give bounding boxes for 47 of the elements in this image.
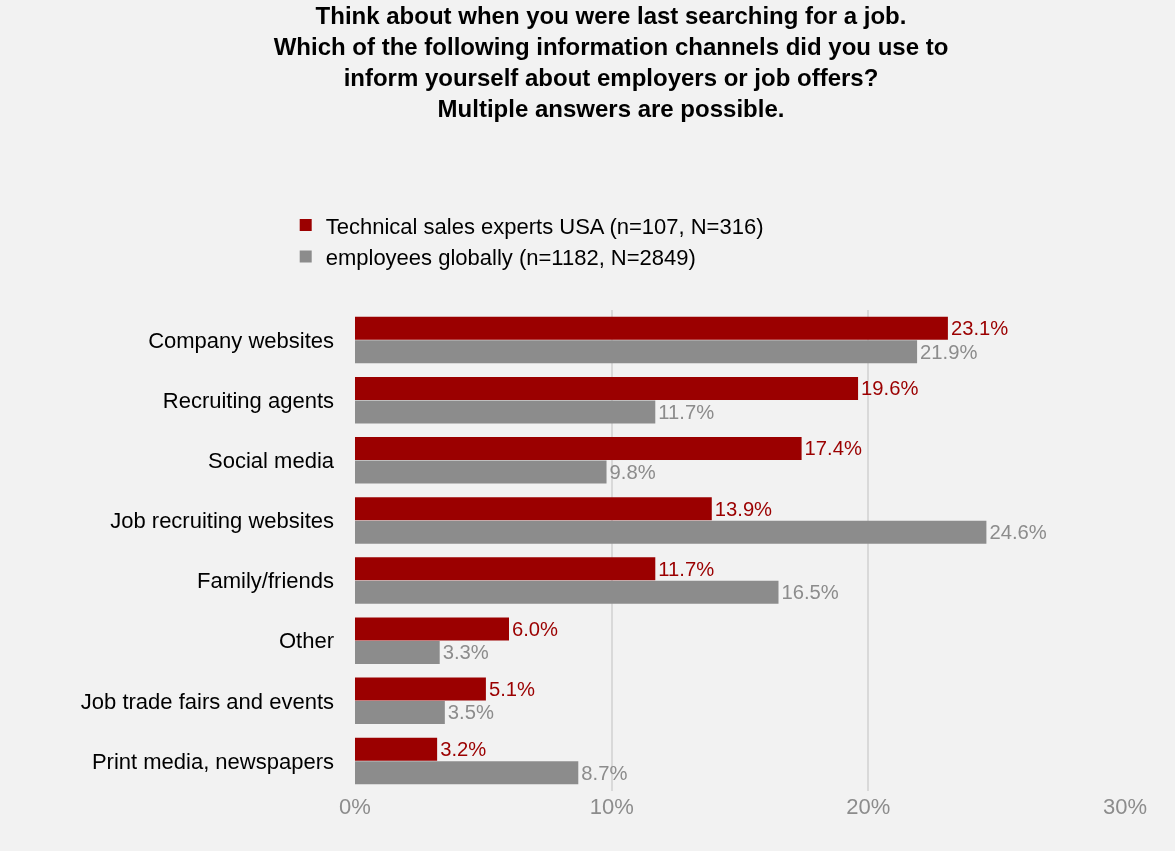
x-tick-label: 10% bbox=[589, 794, 634, 819]
x-tick-label: 20% bbox=[846, 794, 891, 819]
y-tick-label: Social media bbox=[208, 448, 335, 474]
y-tick-label: Job trade fairs and events bbox=[80, 688, 334, 714]
bar bbox=[355, 376, 859, 400]
y-tick-label: Family/friends bbox=[197, 568, 334, 594]
x-tick-label: 30% bbox=[1102, 794, 1148, 819]
data-label: 3.2% bbox=[440, 738, 487, 761]
y-tick-label: Job recruiting websites bbox=[110, 508, 334, 534]
data-label: 11.7% bbox=[658, 557, 715, 580]
data-label: 13.9% bbox=[714, 497, 773, 520]
bar bbox=[355, 460, 607, 484]
data-label: 3.3% bbox=[442, 641, 489, 664]
data-label: 6.0% bbox=[512, 617, 559, 640]
data-label: 17.4% bbox=[804, 437, 862, 460]
data-label: 19.6% bbox=[861, 377, 919, 400]
bar bbox=[355, 701, 445, 725]
bar bbox=[355, 437, 802, 461]
x-tick-label: 0% bbox=[339, 794, 371, 819]
bar bbox=[355, 497, 712, 521]
y-tick-label: Other bbox=[278, 628, 334, 654]
bar bbox=[355, 761, 579, 785]
bar bbox=[355, 316, 948, 340]
legend-label: Technical sales experts USA (n=107, N=316) bbox=[325, 213, 764, 239]
bar bbox=[355, 520, 987, 544]
bar bbox=[355, 640, 440, 664]
chart-title: Think about when you were last searching for a job. Which of the following information channels did you use to inform yourself about employers or job offers? Multiple answers are possible. bbox=[273, 1, 949, 123]
bar bbox=[355, 400, 656, 424]
data-label: 21.9% bbox=[920, 340, 978, 363]
data-label: 3.5% bbox=[447, 701, 494, 724]
data-label: 9.8% bbox=[609, 460, 656, 483]
bar bbox=[355, 737, 438, 761]
data-label: 23.1% bbox=[950, 317, 1009, 340]
y-tick-label: Print media, newspapers bbox=[91, 748, 334, 774]
bar bbox=[355, 580, 779, 604]
data-label: 24.6% bbox=[989, 521, 1047, 544]
bar bbox=[355, 557, 656, 581]
data-label: 16.5% bbox=[781, 581, 839, 604]
y-tick-label: Company websites bbox=[148, 327, 334, 353]
legend-label: employees globally (n=1182, N=2849) bbox=[325, 245, 696, 271]
data-label: 5.1% bbox=[488, 677, 536, 700]
y-tick-label: Recruiting agents bbox=[162, 387, 334, 413]
bar bbox=[355, 340, 918, 364]
data-label: 8.7% bbox=[581, 761, 628, 784]
data-label: 11.7% bbox=[658, 400, 715, 423]
bar bbox=[355, 677, 486, 701]
bar bbox=[355, 617, 509, 641]
